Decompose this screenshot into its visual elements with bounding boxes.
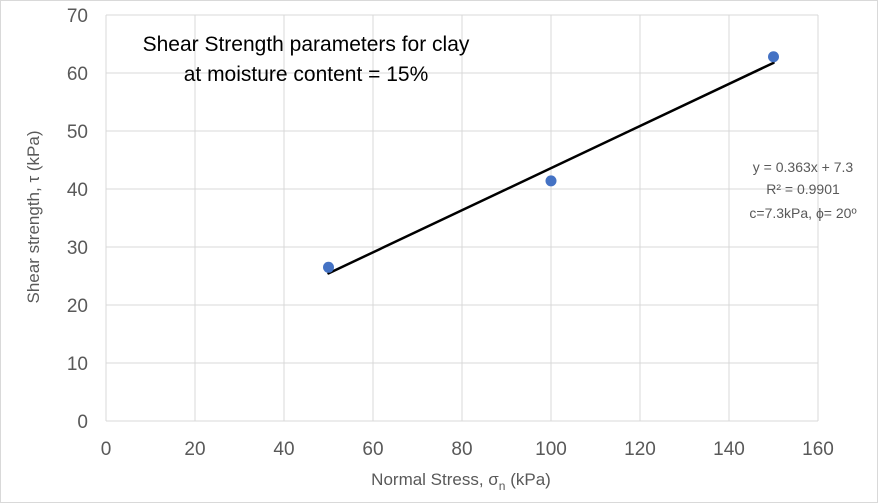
x-tick-label-40: 40 [273, 439, 294, 460]
x-axis-title-main: Normal Stress, σ [371, 470, 499, 489]
x-tick-label-80: 80 [451, 439, 472, 460]
data-point-150 [768, 51, 779, 63]
data-point-50 [323, 261, 334, 273]
y-tick-label-30: 30 [67, 238, 88, 259]
y-tick-labels: 0 10 20 30 40 50 60 70 [67, 6, 88, 433]
x-axis-title-subscript: n [499, 479, 506, 493]
y-tick-label-70: 70 [67, 6, 88, 27]
x-tick-label-120: 120 [624, 439, 656, 460]
x-axis-title-unit: (kPa) [505, 470, 550, 489]
r-squared-label: R² = 0.9901 [766, 181, 840, 197]
x-tick-label-20: 20 [184, 439, 205, 460]
data-points [323, 51, 779, 273]
gridlines [105, 14, 819, 422]
chart-title-line-1: Shear Strength parameters for clay [143, 33, 470, 56]
y-tick-label-10: 10 [67, 354, 88, 375]
y-tick-label-0: 0 [77, 412, 88, 433]
linear-trendline [327, 61, 775, 275]
x-tick-label-140: 140 [713, 439, 745, 460]
y-tick-label-50: 50 [67, 122, 88, 143]
x-tick-label-60: 60 [362, 439, 383, 460]
chart-title-line-2: at moisture content = 15% [184, 63, 429, 86]
trendline-group [327, 61, 775, 275]
x-tick-label-100: 100 [535, 439, 567, 460]
x-tick-labels: 0 20 40 60 80 100 120 140 160 [101, 439, 834, 460]
y-axis-title: Shear strength, τ (kPa) [24, 130, 43, 303]
x-tick-label-0: 0 [101, 439, 112, 460]
equation-label: y = 0.363x + 7.3 [753, 159, 854, 175]
y-tick-label-40: 40 [67, 180, 88, 201]
x-axis-title: Normal Stress, σn (kPa) [371, 470, 551, 493]
x-tick-label-160: 160 [802, 439, 834, 460]
data-point-100 [545, 175, 557, 187]
y-tick-label-20: 20 [67, 296, 88, 317]
y-tick-label-60: 60 [67, 64, 88, 85]
strength-parameters-label: c=7.3kPa, ϕ= 20º [749, 205, 856, 221]
